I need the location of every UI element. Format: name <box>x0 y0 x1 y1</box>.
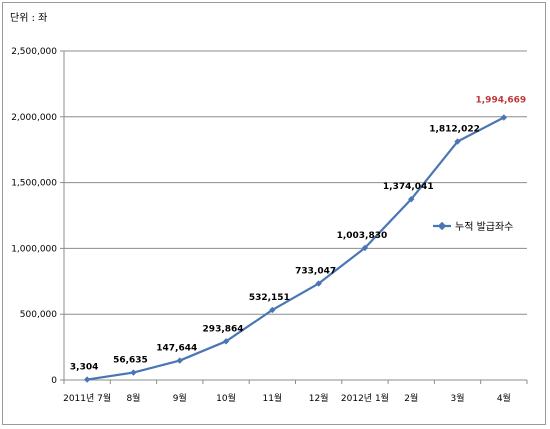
data-label: 1,812,022 <box>429 125 480 135</box>
data-point <box>408 195 415 203</box>
x-tick-label: 9월 <box>173 392 187 404</box>
x-tick-label: 12월 <box>309 392 329 404</box>
data-label: 3,304 <box>70 363 98 373</box>
x-tick-label: 2012년 1월 <box>341 392 389 404</box>
data-label: 733,047 <box>295 267 336 277</box>
data-point <box>361 244 369 252</box>
data-point <box>130 369 137 376</box>
gridlines <box>60 50 527 381</box>
y-tick-label: 2,500,000 <box>11 47 57 57</box>
legend-marker-swatch <box>437 221 447 231</box>
data-point <box>176 357 183 364</box>
x-tick-label: 3월 <box>451 392 465 404</box>
data-label: 1,374,041 <box>383 182 434 192</box>
data-label: 1,994,669 <box>476 96 527 106</box>
x-tick-label: 4월 <box>497 392 511 404</box>
data-point <box>83 376 91 383</box>
data-point <box>269 306 276 314</box>
y-tick-label: 0 <box>51 376 57 386</box>
y-tick-label: 500,000 <box>20 310 57 320</box>
data-label: 147,644 <box>156 344 197 354</box>
data-label: 56,635 <box>113 356 148 366</box>
data-point <box>222 338 230 345</box>
data-point <box>315 280 322 287</box>
x-tick-label: 2월 <box>404 392 418 404</box>
x-tick-label: 11월 <box>262 392 282 404</box>
x-axis-ticks: 2011년 7월 8월 9월 10월 11월 12월 2012년 1월 2월 3월 4월 <box>63 392 511 404</box>
y-tick-label: 2,000,000 <box>11 113 57 123</box>
data-label: 1,003,830 <box>337 231 388 241</box>
data-point <box>500 114 508 121</box>
series-line <box>86 116 505 381</box>
series-group <box>83 114 508 383</box>
y-tick-label: 1,000,000 <box>11 244 57 254</box>
unit-label: 단위 : 좌 <box>10 11 47 24</box>
x-tick-label: 2011년 7월 <box>63 392 111 404</box>
x-tick-label: 8월 <box>126 392 140 404</box>
data-point <box>454 138 461 145</box>
data-label: 293,864 <box>203 324 244 334</box>
axes <box>63 51 528 384</box>
data-labels: 3,304 56,635 147,644 293,864 532,151 733,047 1… <box>70 96 526 373</box>
y-tick-label: 1,500,000 <box>11 179 57 189</box>
y-axis-ticks: 0 500,000 1,000,000 1,500,000 2,000,000 2,500… <box>11 47 57 386</box>
data-label: 532,151 <box>249 293 290 303</box>
x-tick-label: 10월 <box>216 392 236 404</box>
legend-label: 누적 발급좌수 <box>455 221 513 233</box>
chart-frame <box>2 2 546 425</box>
legend: 누적 발급좌수 <box>433 221 513 233</box>
